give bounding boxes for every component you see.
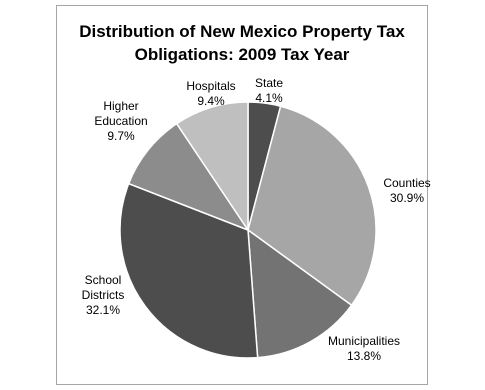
slice-label-higher-education: Higher Education 9.7% [94,99,147,143]
slice-label-counties: Counties 30.9% [383,176,430,205]
pie-slice-hospitals [175,101,249,233]
slice-label-state: State 4.1% [255,76,283,105]
pie-slice-municipalities [247,228,353,359]
pie-slice-school-districts [119,182,259,359]
slice-label-school-districts: School Districts 32.1% [82,273,125,317]
pie-slice-higher-education [127,122,250,232]
chart-title-line-2: Obligations: 2009 Tax Year [134,45,350,64]
pie-slice-counties [247,105,377,307]
slice-label-municipalities: Municipalities 13.8% [328,334,400,363]
chart-title-line-1: Distribution of New Mexico Property Tax [79,22,405,41]
slice-label-hospitals: Hospitals 9.4% [186,79,235,108]
chart-title: Distribution of New Mexico Property Tax … [57,20,427,66]
